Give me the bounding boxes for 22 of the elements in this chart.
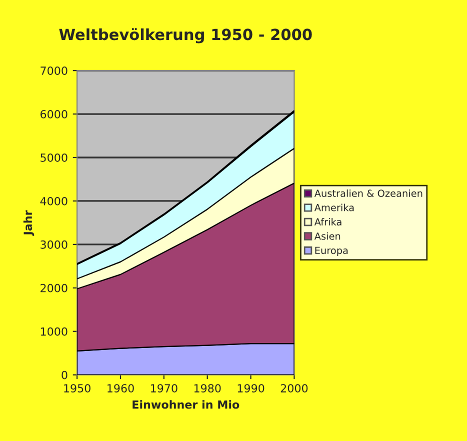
y-tick-label: 4000 <box>40 196 68 206</box>
y-tick-label: 7000 <box>40 66 68 75</box>
y-tick-label: 0 <box>62 370 68 380</box>
x-tick-label: 1960 <box>108 384 134 392</box>
x-tick-label: 1970 <box>151 384 178 392</box>
y-tick-label: 5000 <box>40 153 68 162</box>
x-tick-label: 1980 <box>194 384 221 392</box>
x-axis-title: Einwohner in Mio <box>132 400 240 409</box>
y-tick-label: 2000 <box>40 284 68 292</box>
legend-label: Australien & Ozeanien <box>314 189 422 197</box>
legend-label: Europa <box>315 246 348 256</box>
chart-title: Weltbevölkerung 1950 - 2000 <box>59 28 312 44</box>
legend-label: Asien <box>314 232 340 240</box>
y-axis-title: Jahr <box>23 210 34 236</box>
y-tick-label: 6000 <box>40 110 68 118</box>
x-tick-label: 1990 <box>238 384 264 392</box>
x-tick-label: 1950 <box>64 384 90 392</box>
legend-label: Afrika <box>314 218 342 226</box>
y-tick-label: 1000 <box>40 327 68 336</box>
x-tick-label: 2000 <box>280 384 308 392</box>
legend-label: Amerika <box>314 204 354 212</box>
y-tick-label: 3000 <box>40 240 68 249</box>
